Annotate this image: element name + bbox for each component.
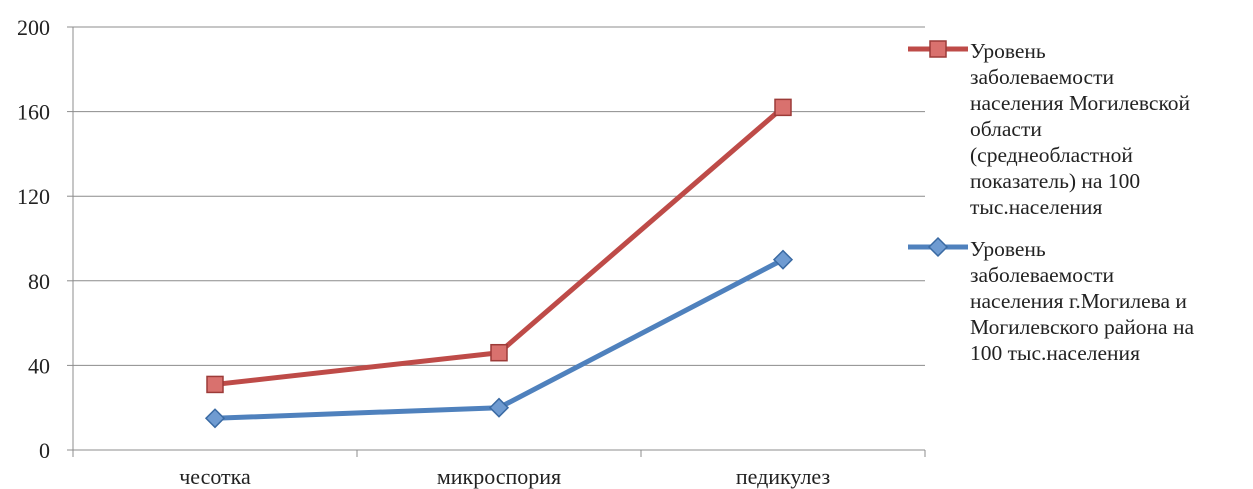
legend-line: 100 тыс.населения xyxy=(970,341,1140,365)
x-tick-label: микроспория xyxy=(437,464,561,489)
legend-line: Могилевского района на xyxy=(970,315,1195,339)
legend-line: заболеваемости xyxy=(970,65,1115,89)
x-tick-label: педикулез xyxy=(736,464,830,489)
data-point-diamond xyxy=(488,397,510,418)
data-point-square xyxy=(490,343,508,362)
data-point-diamond xyxy=(772,249,794,270)
y-tick-label: 80 xyxy=(28,269,50,294)
legend-line: Уровень xyxy=(970,237,1046,261)
y-tick-label: 120 xyxy=(17,184,50,209)
data-point-diamond xyxy=(204,408,226,429)
legend-marker-square-icon xyxy=(908,40,968,58)
x-tick-label: чесотка xyxy=(179,464,251,489)
legend-line: Уровень xyxy=(970,39,1046,63)
legend-line: населения Могилевской xyxy=(970,91,1191,115)
tick-labels: 0 40 80 120 160 200 чесотка микроспория педикуле… xyxy=(17,15,830,489)
legend-line: заболеваемости xyxy=(970,263,1115,287)
legend-line: (среднеобластной xyxy=(970,143,1133,167)
legend-line: населения г.Могилева и xyxy=(970,289,1187,313)
axes xyxy=(67,26,926,457)
y-tick-label: 160 xyxy=(17,100,50,125)
grid xyxy=(73,26,925,366)
series xyxy=(204,98,794,429)
legend-line: тыс.населения xyxy=(970,195,1103,219)
series-line-0 xyxy=(212,104,786,387)
y-tick-label: 200 xyxy=(17,15,50,40)
y-tick-label: 0 xyxy=(39,438,50,463)
y-tick-label: 40 xyxy=(28,353,50,378)
legend-label-oblast: Уровень заболеваемости населения Могилев… xyxy=(970,38,1253,220)
data-point-square xyxy=(206,375,224,394)
data-point-square xyxy=(774,98,792,117)
legend-line: показатель) на 100 xyxy=(970,169,1141,193)
series-line-1 xyxy=(212,257,786,421)
legend-label-city: Уровень заболеваемости населения г.Могил… xyxy=(970,236,1253,366)
legend-line: области xyxy=(970,117,1042,141)
legend-marker-diamond-icon xyxy=(908,236,968,258)
